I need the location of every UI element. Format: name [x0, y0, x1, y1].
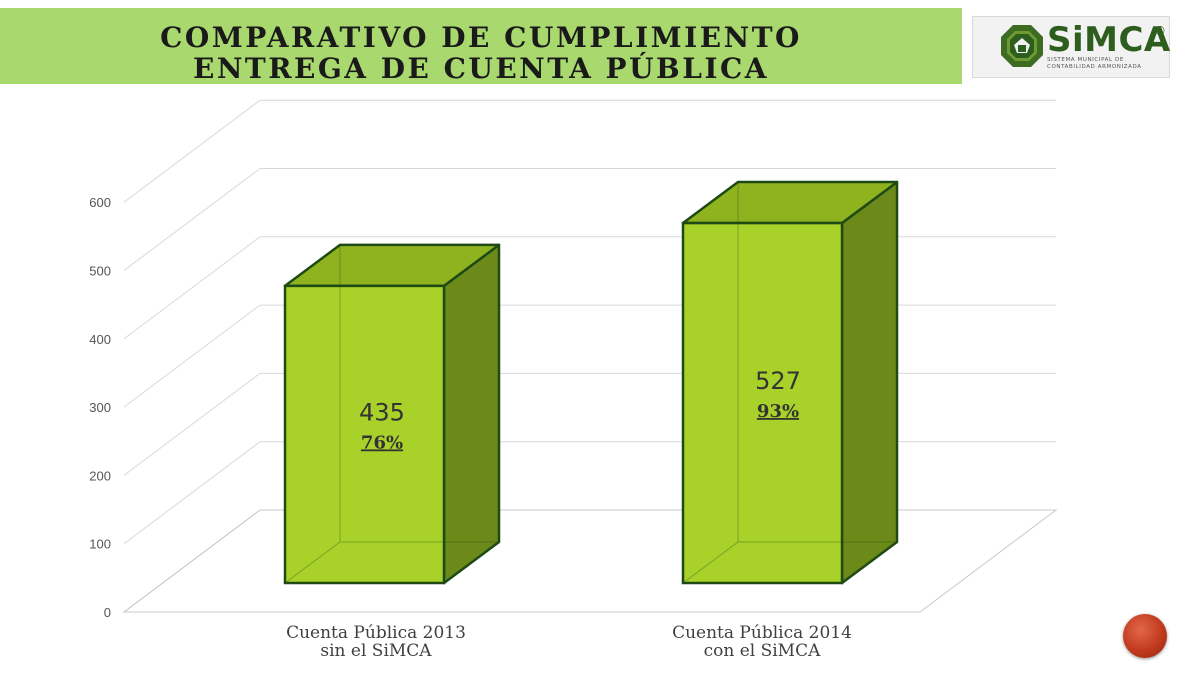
- bar-front: [283, 284, 446, 585]
- y-tick-label: 300: [89, 400, 111, 415]
- bar-percent-label: 76%: [361, 432, 403, 453]
- title-line-2: ENTREGA DE CUENTA PÚBLICA: [193, 52, 769, 85]
- bar-hidden-edge: [284, 541, 341, 584]
- y-tick-label: 0: [104, 605, 111, 620]
- x-category-label: con el SiMCA: [704, 641, 822, 661]
- simca-logo: SiMCA ® SISTEMA MUNICIPAL DE CONTABILIDA…: [972, 16, 1170, 78]
- x-category-label: sin el SiMCA: [320, 641, 432, 661]
- octagon-logo-icon: [1001, 25, 1043, 67]
- bar-hidden-edge: [339, 244, 499, 543]
- gridline-diagonal: [123, 441, 261, 545]
- title-banner: COMPARATIVO DE CUMPLIMIENTO ENTREGA DE C…: [0, 8, 962, 85]
- next-slide-button[interactable]: [1123, 614, 1167, 658]
- bar-hidden-edge: [737, 182, 897, 543]
- y-tick-label: 200: [89, 468, 111, 483]
- gridline-diagonal: [123, 236, 261, 340]
- logo-registered-mark: ®: [1154, 24, 1166, 38]
- chart-floor: [122, 509, 1058, 613]
- gridline-diagonal: [123, 372, 261, 476]
- gridline-diagonal: [123, 168, 261, 271]
- logo-wordmark: SiMCA: [1047, 20, 1171, 60]
- bar-percent-label: 93%: [757, 401, 799, 422]
- logo-subtitle-line-1: SISTEMA MUNICIPAL DE: [1047, 57, 1124, 63]
- x-category-label: Cuenta Pública 2013: [286, 623, 466, 643]
- gridline-diagonal: [123, 304, 261, 408]
- y-tick-label: 600: [89, 195, 111, 210]
- y-tick-label: 100: [89, 537, 111, 552]
- title-line-1: COMPARATIVO DE CUMPLIMIENTO: [160, 21, 802, 54]
- bar-front: [681, 221, 844, 585]
- bar-side: [442, 243, 501, 585]
- gridline-diagonal: [123, 99, 261, 203]
- bar-hidden-edge: [682, 541, 739, 584]
- logo-subtitle-line-2: CONTABILIDAD ARMONIZADA: [1047, 64, 1142, 70]
- y-tick-label: 500: [89, 264, 111, 279]
- bar-value-label: 527: [755, 367, 801, 395]
- bar-side: [840, 180, 899, 585]
- gridlines: [123, 99, 1056, 613]
- y-tick-label: 400: [89, 332, 111, 347]
- bar-value-label: 435: [359, 398, 405, 426]
- x-category-label: Cuenta Pública 2014: [672, 623, 852, 643]
